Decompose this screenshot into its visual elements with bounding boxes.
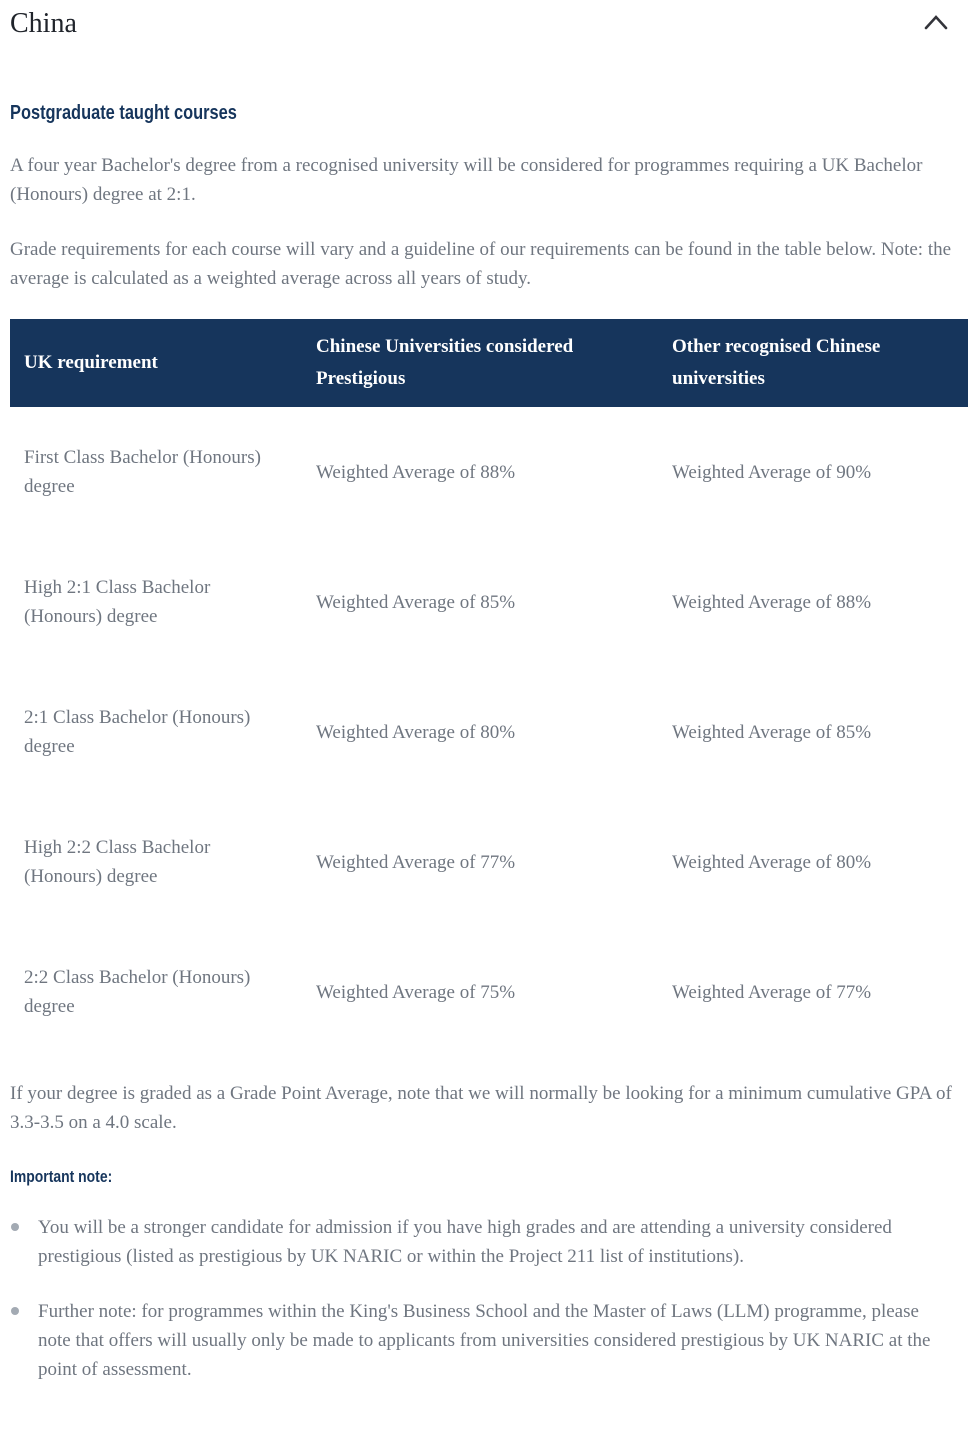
section-heading: Postgraduate taught courses	[10, 102, 237, 124]
accordion-header-china[interactable]: China	[10, 8, 958, 40]
requirement-cell: High 2:1 Class Bachelor (Honours) degree	[24, 577, 211, 627]
page-title: China	[10, 8, 77, 39]
table-row: First Class Bachelor (Honours) degree We…	[10, 407, 968, 537]
prestigious-cell: Weighted Average of 75%	[316, 981, 516, 1003]
prestigious-cell: Weighted Average of 77%	[316, 851, 516, 873]
prestigious-cell: Weighted Average of 85%	[316, 591, 516, 613]
requirement-cell: 2:2 Class Bachelor (Honours) degree	[24, 967, 251, 1017]
other-cell: Weighted Average of 85%	[672, 721, 872, 743]
prestigious-cell: Weighted Average of 80%	[316, 721, 516, 743]
collapse-section-button[interactable]	[920, 10, 952, 39]
list-item: Further note: for programmes within the …	[10, 1297, 955, 1384]
table-row: 2:1 Class Bachelor (Honours) degree Weig…	[10, 667, 968, 797]
other-cell: Weighted Average of 77%	[672, 981, 872, 1003]
requirement-cell: High 2:2 Class Bachelor (Honours) degree	[24, 837, 211, 887]
chevron-up-icon	[922, 15, 950, 37]
other-cell: Weighted Average of 80%	[672, 851, 872, 873]
table-row: High 2:1 Class Bachelor (Honours) degree…	[10, 537, 968, 667]
intro-paragraph: A four year Bachelor's degree from a rec…	[10, 155, 923, 205]
requirement-cell: First Class Bachelor (Honours) degree	[24, 447, 261, 497]
requirements-table: UK requirement Chinese Universities cons…	[10, 319, 968, 1057]
column-header-prestigious: Chinese Universities considered Prestigi…	[316, 336, 574, 389]
requirement-cell: 2:1 Class Bachelor (Honours) degree	[24, 707, 251, 757]
other-cell: Weighted Average of 90%	[672, 461, 872, 483]
grade-guideline-paragraph: Grade requirements for each course will …	[10, 239, 952, 289]
column-header-uk-requirement: UK requirement	[24, 352, 158, 373]
column-header-other: Other recognised Chinese universities	[672, 336, 881, 389]
table-header-row: UK requirement Chinese Universities cons…	[10, 319, 968, 407]
list-item: You will be a stronger candidate for adm…	[10, 1213, 955, 1271]
table-row: High 2:2 Class Bachelor (Honours) degree…	[10, 797, 968, 927]
gpa-note-paragraph: If your degree is graded as a Grade Poin…	[10, 1083, 952, 1133]
other-cell: Weighted Average of 88%	[672, 591, 872, 613]
important-note-list: You will be a stronger candidate for adm…	[10, 1213, 955, 1384]
important-note-heading: Important note:	[10, 1167, 113, 1186]
table-row: 2:2 Class Bachelor (Honours) degree Weig…	[10, 927, 968, 1057]
prestigious-cell: Weighted Average of 88%	[316, 461, 516, 483]
